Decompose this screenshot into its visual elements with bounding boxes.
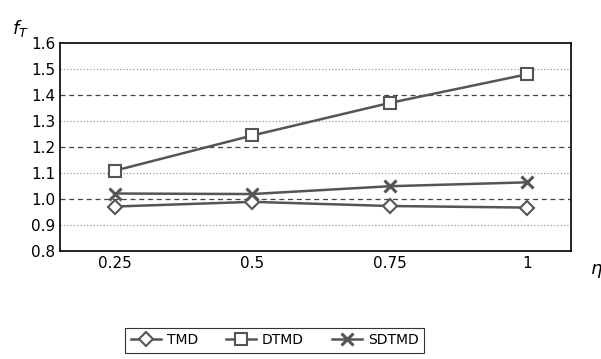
Text: $f_T$: $f_T$	[11, 18, 28, 39]
Legend: TMD, DTMD, SDTMD: TMD, DTMD, SDTMD	[125, 327, 424, 353]
X-axis label: $\eta$: $\eta$	[590, 262, 601, 280]
